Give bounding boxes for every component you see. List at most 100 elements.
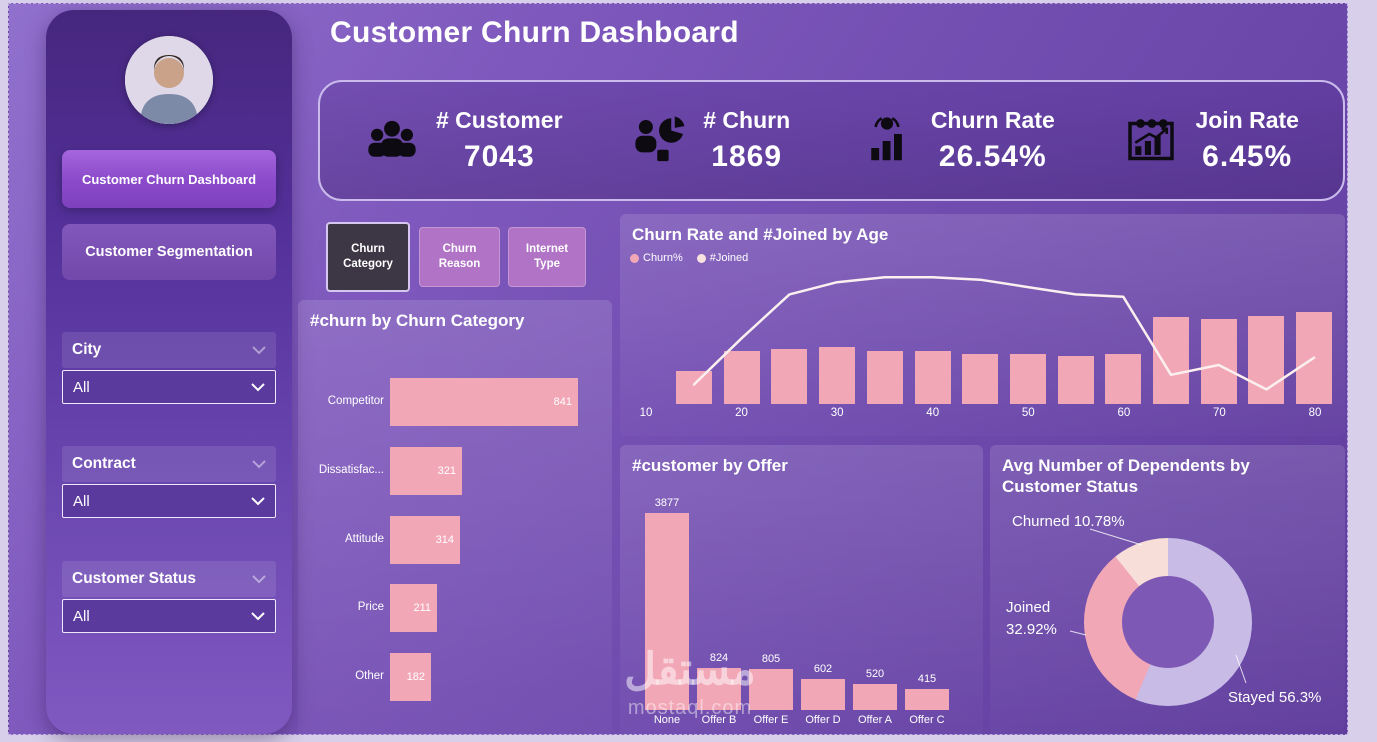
customers-icon — [364, 113, 420, 169]
x-axis-tick: 20 — [735, 407, 748, 419]
chart-title: Avg Number of Dependents by Customer Sta… — [1002, 456, 1250, 497]
bar-dissatisfac[interactable]: 321 — [390, 446, 462, 495]
kpi-value: 1869 — [711, 140, 783, 173]
bar-value: 415 — [917, 673, 937, 685]
tab-internet-type[interactable]: Internet Type — [508, 227, 586, 287]
filter-label: Customer Status — [72, 570, 197, 587]
donut-label-stayed: Stayed 56.3% — [1228, 689, 1322, 706]
bar-value: 841 — [553, 396, 572, 408]
bar-offer-b[interactable] — [697, 668, 741, 710]
age-churn-bar[interactable] — [915, 351, 951, 404]
age-churn-bar[interactable] — [724, 351, 760, 404]
category-label: Offer A — [857, 714, 893, 726]
sidebar: Customer Churn Dashboard Customer Segment… — [46, 10, 292, 734]
churn-by-category-card: #churn by Churn Category Competitor 841 Di… — [298, 300, 612, 736]
page-title: Customer Churn Dashboard — [330, 16, 739, 49]
x-axis-tick: 50 — [1021, 407, 1035, 419]
select-value: All — [73, 607, 90, 625]
age-churn-bar[interactable] — [1010, 354, 1046, 404]
category-label: Offer C — [909, 714, 945, 726]
x-axis-tick: 80 — [1308, 407, 1322, 419]
bar-competitor[interactable]: 841 — [390, 378, 578, 426]
age-churn-bar[interactable] — [771, 349, 807, 404]
bar-offer-e[interactable] — [749, 669, 793, 710]
x-axis-tick: 30 — [830, 407, 844, 419]
category-label: None — [653, 714, 681, 726]
filter-label: City — [72, 341, 102, 358]
bar-price[interactable]: 211 — [390, 584, 437, 633]
bar-value: 602 — [813, 663, 833, 675]
chevron-down-icon — [252, 459, 266, 469]
kpi-label: # Customer — [436, 107, 563, 133]
kpi-value: 7043 — [463, 140, 535, 173]
avatar — [125, 36, 213, 124]
person-photo-icon — [125, 36, 213, 124]
filter-header-city[interactable]: City — [62, 332, 276, 368]
bar-offer-c[interactable] — [905, 689, 949, 710]
churn-rate-by-age-card: Churn Rate and #Joined by Age Churn% #Joi… — [620, 214, 1345, 436]
kpi-customer: # Customer 7043 — [364, 107, 563, 174]
churn-rate-icon — [859, 113, 915, 169]
chart-legend: Churn% #Joined — [630, 252, 748, 264]
chevron-down-icon — [252, 345, 266, 355]
bar-value: 321 — [437, 464, 456, 477]
chevron-down-icon — [252, 574, 266, 584]
customer-by-offer-card: #customer by Offer 3877 None 824 Offer B 805… — [620, 445, 983, 736]
legend-joined[interactable]: #Joined — [696, 252, 749, 264]
bar-offer-d[interactable] — [801, 679, 845, 710]
select-value: All — [73, 378, 90, 396]
age-churn-bar[interactable] — [867, 351, 903, 404]
age-churn-bar[interactable] — [819, 347, 855, 404]
kpi-label: Churn Rate — [930, 107, 1055, 133]
churn-icon — [631, 113, 687, 169]
age-churn-bar[interactable] — [1105, 354, 1141, 404]
kpi-value: 6.45% — [1202, 140, 1293, 173]
x-axis-tick: 60 — [1117, 407, 1131, 419]
city-select[interactable]: All — [62, 370, 276, 404]
customer-status-select[interactable]: All — [62, 599, 276, 633]
bar-other[interactable]: 182 — [390, 653, 431, 702]
contract-select[interactable]: All — [62, 484, 276, 518]
bar-offer-a[interactable] — [853, 684, 897, 710]
bar-value: 182 — [406, 671, 425, 684]
donut-label-joined: Joined 32.92% — [1006, 599, 1057, 638]
bar-none[interactable] — [645, 513, 689, 710]
x-axis-tick: 10 — [639, 407, 653, 419]
age-churn-bar[interactable] — [676, 371, 712, 404]
category-label: Other — [355, 670, 384, 683]
age-churn-bar[interactable] — [1153, 317, 1189, 404]
age-churn-bar[interactable] — [1201, 319, 1237, 404]
category-label: Attitude — [345, 532, 384, 545]
select-value: All — [73, 492, 90, 510]
donut-label-churned: Churned 10.78% — [1012, 513, 1125, 530]
kpi-churn: # Churn 1869 — [631, 107, 790, 174]
legend-label: #Joined — [709, 252, 749, 264]
filter-header-contract[interactable]: Contract — [62, 446, 276, 482]
filter-header-customer-status[interactable]: Customer Status — [62, 561, 276, 597]
donut-hole — [1122, 576, 1214, 668]
kpi-banner: # Customer 7043 # Churn 1869 Churn Rate 26.54… — [318, 80, 1345, 201]
chevron-down-icon — [251, 382, 265, 392]
age-churn-bar[interactable] — [1296, 312, 1332, 404]
legend-dot — [696, 253, 706, 263]
category-label: Offer E — [753, 714, 789, 726]
bar-value: 824 — [709, 652, 729, 664]
join-rate-icon — [1123, 113, 1179, 169]
bar-value: 3877 — [654, 497, 680, 509]
legend-label: Churn% — [643, 252, 683, 264]
tab-churn-category[interactable]: Churn Category — [326, 222, 410, 292]
chart-title: #customer by Offer — [632, 456, 788, 475]
sidebar-item-customer-segmentation[interactable]: Customer Segmentation — [62, 224, 276, 280]
filter-label: Contract — [72, 455, 136, 472]
age-churn-bar[interactable] — [1058, 356, 1094, 404]
category-label: Competitor — [327, 395, 384, 407]
bar-value: 805 — [761, 653, 781, 665]
bar-attitude[interactable]: 314 — [390, 515, 460, 564]
tab-churn-reason[interactable]: Churn Reason — [419, 227, 500, 287]
age-churn-bar[interactable] — [1248, 316, 1284, 404]
age-churn-bar[interactable] — [962, 354, 998, 404]
legend-churn[interactable]: Churn% — [630, 252, 683, 264]
kpi-value: 26.54% — [938, 140, 1047, 173]
sidebar-item-customer-churn-dashboard[interactable]: Customer Churn Dashboard — [62, 150, 276, 208]
chevron-down-icon — [251, 496, 265, 506]
